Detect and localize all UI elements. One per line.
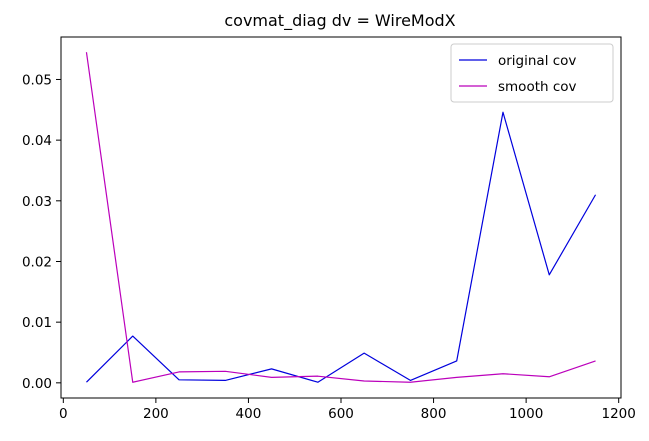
legend-label: original cov [498,53,576,69]
x-tick-label: 800 [421,406,447,422]
series-group [85,52,597,383]
y-tick-label: 0.01 [22,315,52,331]
series-line-1 [86,111,597,383]
y-tick-label: 0.02 [22,254,52,270]
x-tick-label: 200 [143,406,169,422]
x-axis: 0 200 400 600 800 1000 1200 [59,398,636,422]
x-tick-label: 0 [59,406,68,422]
y-tick-label: 0.05 [22,72,52,88]
y-tick-label: 0.04 [22,133,52,149]
chart-title: covmat_diag dv = WireModX [224,11,455,31]
y-tick-label: 0.03 [22,194,52,210]
x-tick-label: 1200 [602,406,636,422]
x-tick-label: 400 [236,406,262,422]
legend-box [450,43,614,103]
y-axis: 0.00 0.01 0.02 0.03 0.04 0.05 [22,72,61,392]
x-tick-label: 600 [328,406,354,422]
y-tick-label: 0.00 [22,376,52,392]
legend-label: smooth cov [498,79,577,95]
series-line-2 [85,52,596,383]
legend: original cov smooth cov [450,43,614,103]
x-tick-label: 1000 [509,406,543,422]
